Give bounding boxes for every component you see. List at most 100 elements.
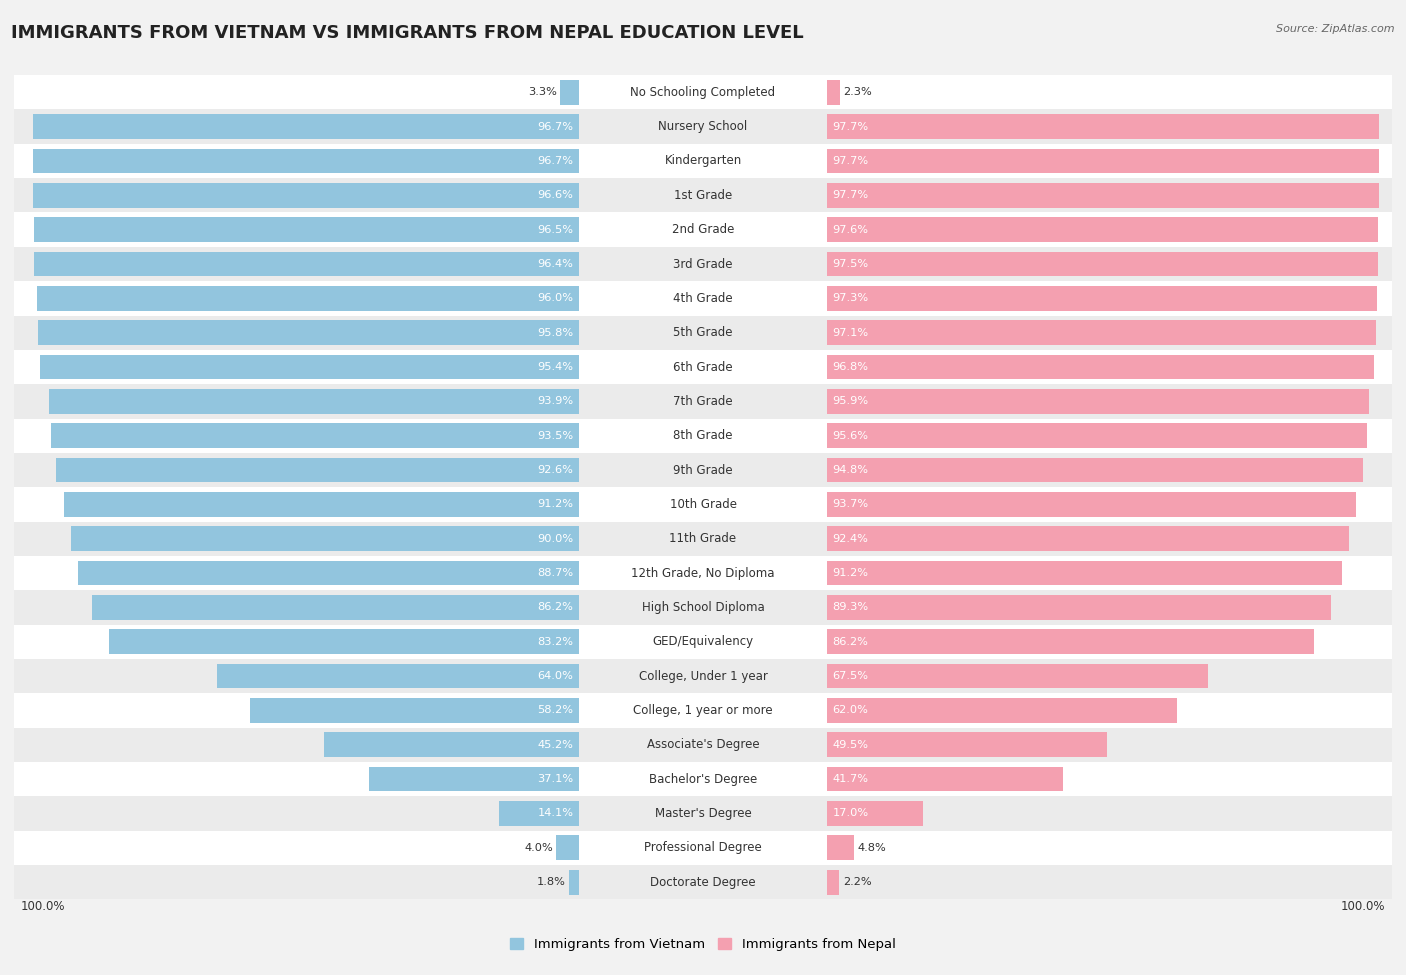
Bar bbox=[70, 526, 579, 551]
Bar bbox=[561, 80, 579, 104]
Bar bbox=[827, 561, 1343, 585]
Text: 17.0%: 17.0% bbox=[832, 808, 869, 818]
Text: 97.3%: 97.3% bbox=[832, 293, 869, 303]
Text: No Schooling Completed: No Schooling Completed bbox=[630, 86, 776, 98]
Text: 94.8%: 94.8% bbox=[832, 465, 869, 475]
Bar bbox=[14, 418, 1392, 452]
Text: Bachelor's Degree: Bachelor's Degree bbox=[650, 772, 756, 786]
Text: 8th Grade: 8th Grade bbox=[673, 429, 733, 443]
Bar bbox=[14, 316, 1392, 350]
Text: 96.0%: 96.0% bbox=[537, 293, 574, 303]
Bar bbox=[34, 183, 579, 208]
Text: 93.9%: 93.9% bbox=[537, 397, 574, 407]
Bar bbox=[56, 457, 579, 483]
Text: 9th Grade: 9th Grade bbox=[673, 463, 733, 477]
Bar bbox=[827, 526, 1348, 551]
Text: 49.5%: 49.5% bbox=[832, 740, 869, 750]
Bar bbox=[827, 252, 1378, 276]
Text: 4.0%: 4.0% bbox=[524, 842, 553, 853]
Text: 90.0%: 90.0% bbox=[537, 533, 574, 544]
Text: 97.7%: 97.7% bbox=[832, 156, 869, 166]
Text: 6th Grade: 6th Grade bbox=[673, 361, 733, 373]
Text: 10th Grade: 10th Grade bbox=[669, 498, 737, 511]
Text: 96.7%: 96.7% bbox=[537, 156, 574, 166]
Text: 14.1%: 14.1% bbox=[537, 808, 574, 818]
Bar bbox=[827, 183, 1379, 208]
Text: 91.2%: 91.2% bbox=[537, 499, 574, 509]
Text: Nursery School: Nursery School bbox=[658, 120, 748, 134]
Bar bbox=[34, 252, 579, 276]
Bar bbox=[14, 213, 1392, 247]
Text: College, 1 year or more: College, 1 year or more bbox=[633, 704, 773, 717]
Bar bbox=[14, 350, 1392, 384]
Bar bbox=[827, 836, 853, 860]
Text: Kindergarten: Kindergarten bbox=[665, 154, 741, 168]
Bar bbox=[14, 556, 1392, 590]
Text: 95.6%: 95.6% bbox=[832, 431, 869, 441]
Bar bbox=[14, 727, 1392, 761]
Text: 83.2%: 83.2% bbox=[537, 637, 574, 646]
Bar bbox=[827, 766, 1063, 792]
Text: 96.6%: 96.6% bbox=[537, 190, 574, 200]
Bar bbox=[370, 766, 579, 792]
Bar bbox=[14, 143, 1392, 178]
Bar bbox=[827, 698, 1177, 722]
Bar bbox=[827, 870, 839, 894]
Bar bbox=[14, 384, 1392, 418]
Text: 3rd Grade: 3rd Grade bbox=[673, 257, 733, 270]
Text: 58.2%: 58.2% bbox=[537, 706, 574, 716]
Bar bbox=[34, 217, 579, 242]
Text: 97.7%: 97.7% bbox=[832, 190, 869, 200]
Bar bbox=[14, 865, 1392, 899]
Text: 97.7%: 97.7% bbox=[832, 122, 869, 132]
Text: 45.2%: 45.2% bbox=[537, 740, 574, 750]
Text: 93.5%: 93.5% bbox=[537, 431, 574, 441]
Text: 1.8%: 1.8% bbox=[537, 878, 565, 887]
Legend: Immigrants from Vietnam, Immigrants from Nepal: Immigrants from Vietnam, Immigrants from… bbox=[505, 933, 901, 956]
Bar bbox=[827, 355, 1374, 379]
Text: 5th Grade: 5th Grade bbox=[673, 327, 733, 339]
Text: 4.8%: 4.8% bbox=[858, 842, 886, 853]
Text: IMMIGRANTS FROM VIETNAM VS IMMIGRANTS FROM NEPAL EDUCATION LEVEL: IMMIGRANTS FROM VIETNAM VS IMMIGRANTS FR… bbox=[11, 24, 804, 42]
Text: 86.2%: 86.2% bbox=[832, 637, 869, 646]
Bar bbox=[14, 178, 1392, 213]
Text: 100.0%: 100.0% bbox=[21, 900, 66, 914]
Bar bbox=[77, 561, 579, 585]
Text: 92.6%: 92.6% bbox=[537, 465, 574, 475]
Text: 7th Grade: 7th Grade bbox=[673, 395, 733, 408]
Text: 96.8%: 96.8% bbox=[832, 362, 869, 372]
Bar bbox=[32, 148, 579, 174]
Text: 93.7%: 93.7% bbox=[832, 499, 869, 509]
Text: 91.2%: 91.2% bbox=[832, 568, 869, 578]
Bar bbox=[51, 423, 579, 448]
Text: 67.5%: 67.5% bbox=[832, 671, 869, 682]
Bar bbox=[218, 664, 579, 688]
Text: Professional Degree: Professional Degree bbox=[644, 841, 762, 854]
Bar bbox=[827, 286, 1376, 311]
Bar bbox=[557, 836, 579, 860]
Bar bbox=[827, 732, 1107, 758]
Text: 2.3%: 2.3% bbox=[844, 88, 872, 98]
Bar bbox=[110, 630, 579, 654]
Text: 92.4%: 92.4% bbox=[832, 533, 869, 544]
Bar bbox=[827, 148, 1379, 174]
Text: 100.0%: 100.0% bbox=[1340, 900, 1385, 914]
Text: 95.9%: 95.9% bbox=[832, 397, 869, 407]
Bar bbox=[827, 630, 1315, 654]
Bar bbox=[14, 452, 1392, 488]
Bar bbox=[63, 492, 579, 517]
Bar bbox=[827, 423, 1367, 448]
Bar bbox=[827, 217, 1378, 242]
Bar bbox=[32, 114, 579, 139]
Bar bbox=[827, 801, 924, 826]
Bar bbox=[14, 797, 1392, 831]
Bar bbox=[14, 761, 1392, 797]
Bar bbox=[14, 693, 1392, 727]
Bar bbox=[14, 625, 1392, 659]
Text: 95.8%: 95.8% bbox=[537, 328, 574, 337]
Text: 2nd Grade: 2nd Grade bbox=[672, 223, 734, 236]
Text: Source: ZipAtlas.com: Source: ZipAtlas.com bbox=[1277, 24, 1395, 34]
Bar bbox=[14, 522, 1392, 556]
Text: GED/Equivalency: GED/Equivalency bbox=[652, 636, 754, 648]
Bar bbox=[91, 595, 579, 620]
